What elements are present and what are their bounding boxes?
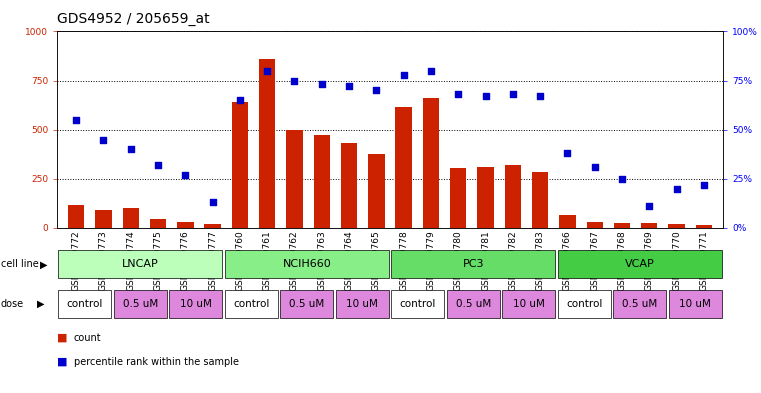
Point: [397, 72, 409, 78]
Bar: [668, 224, 685, 228]
Text: ■: ■: [57, 356, 68, 367]
Text: control: control: [566, 299, 603, 309]
Bar: [280, 290, 333, 318]
Bar: [150, 219, 166, 228]
Text: percentile rank within the sample: percentile rank within the sample: [74, 356, 239, 367]
Bar: [391, 290, 444, 318]
Bar: [123, 208, 139, 228]
Point: [698, 182, 710, 188]
Bar: [558, 250, 721, 278]
Text: ▶: ▶: [37, 299, 44, 309]
Point: [534, 93, 546, 99]
Bar: [396, 107, 412, 228]
Point: [616, 176, 628, 182]
Text: 0.5 uM: 0.5 uM: [123, 299, 158, 309]
Bar: [225, 250, 389, 278]
Text: 0.5 uM: 0.5 uM: [289, 299, 324, 309]
Text: ▶: ▶: [40, 259, 48, 269]
Bar: [559, 215, 575, 228]
Point: [670, 185, 683, 192]
Bar: [477, 167, 494, 228]
Bar: [232, 102, 248, 228]
Point: [234, 97, 246, 103]
Point: [507, 91, 519, 97]
Text: control: control: [400, 299, 436, 309]
Text: PC3: PC3: [463, 259, 484, 269]
Bar: [259, 59, 275, 228]
Bar: [391, 250, 555, 278]
Point: [371, 87, 383, 94]
Text: VCAP: VCAP: [625, 259, 654, 269]
Bar: [114, 290, 167, 318]
Bar: [447, 290, 500, 318]
Text: 10 uM: 10 uM: [346, 299, 378, 309]
Bar: [59, 250, 222, 278]
Bar: [505, 165, 521, 228]
Bar: [613, 290, 666, 318]
Point: [316, 81, 328, 88]
Text: GDS4952 / 205659_at: GDS4952 / 205659_at: [57, 12, 210, 26]
Text: 10 uM: 10 uM: [513, 299, 545, 309]
Point: [643, 203, 655, 209]
Point: [343, 83, 355, 90]
Bar: [177, 222, 193, 228]
Bar: [368, 154, 384, 228]
Point: [152, 162, 164, 168]
Text: cell line: cell line: [1, 259, 39, 269]
Point: [562, 150, 574, 156]
Bar: [587, 222, 603, 228]
Text: dose: dose: [1, 299, 24, 309]
Bar: [450, 168, 466, 228]
Text: LNCAP: LNCAP: [122, 259, 159, 269]
Point: [206, 199, 218, 206]
Bar: [225, 290, 278, 318]
Bar: [59, 290, 111, 318]
Bar: [170, 290, 222, 318]
Bar: [205, 224, 221, 228]
Text: control: control: [233, 299, 269, 309]
Bar: [68, 205, 84, 228]
Text: NCIH660: NCIH660: [282, 259, 331, 269]
Bar: [669, 290, 721, 318]
Point: [479, 93, 492, 99]
Bar: [558, 290, 610, 318]
Text: ■: ■: [57, 333, 68, 343]
Text: 10 uM: 10 uM: [180, 299, 212, 309]
Text: 10 uM: 10 uM: [680, 299, 711, 309]
Bar: [614, 223, 630, 228]
Bar: [95, 210, 112, 228]
Bar: [696, 225, 712, 228]
Bar: [641, 223, 658, 228]
Bar: [423, 98, 439, 228]
Point: [588, 164, 600, 170]
Point: [288, 77, 301, 84]
Text: 0.5 uM: 0.5 uM: [456, 299, 491, 309]
Text: count: count: [74, 333, 101, 343]
Point: [70, 117, 82, 123]
Bar: [336, 290, 389, 318]
Point: [180, 172, 192, 178]
Text: control: control: [67, 299, 103, 309]
Point: [261, 68, 273, 74]
Bar: [314, 134, 330, 228]
Text: 0.5 uM: 0.5 uM: [622, 299, 658, 309]
Bar: [532, 172, 548, 228]
Point: [425, 68, 437, 74]
Bar: [502, 290, 555, 318]
Point: [97, 136, 110, 143]
Bar: [341, 143, 357, 228]
Point: [125, 146, 137, 152]
Point: [452, 91, 464, 97]
Bar: [286, 130, 303, 228]
